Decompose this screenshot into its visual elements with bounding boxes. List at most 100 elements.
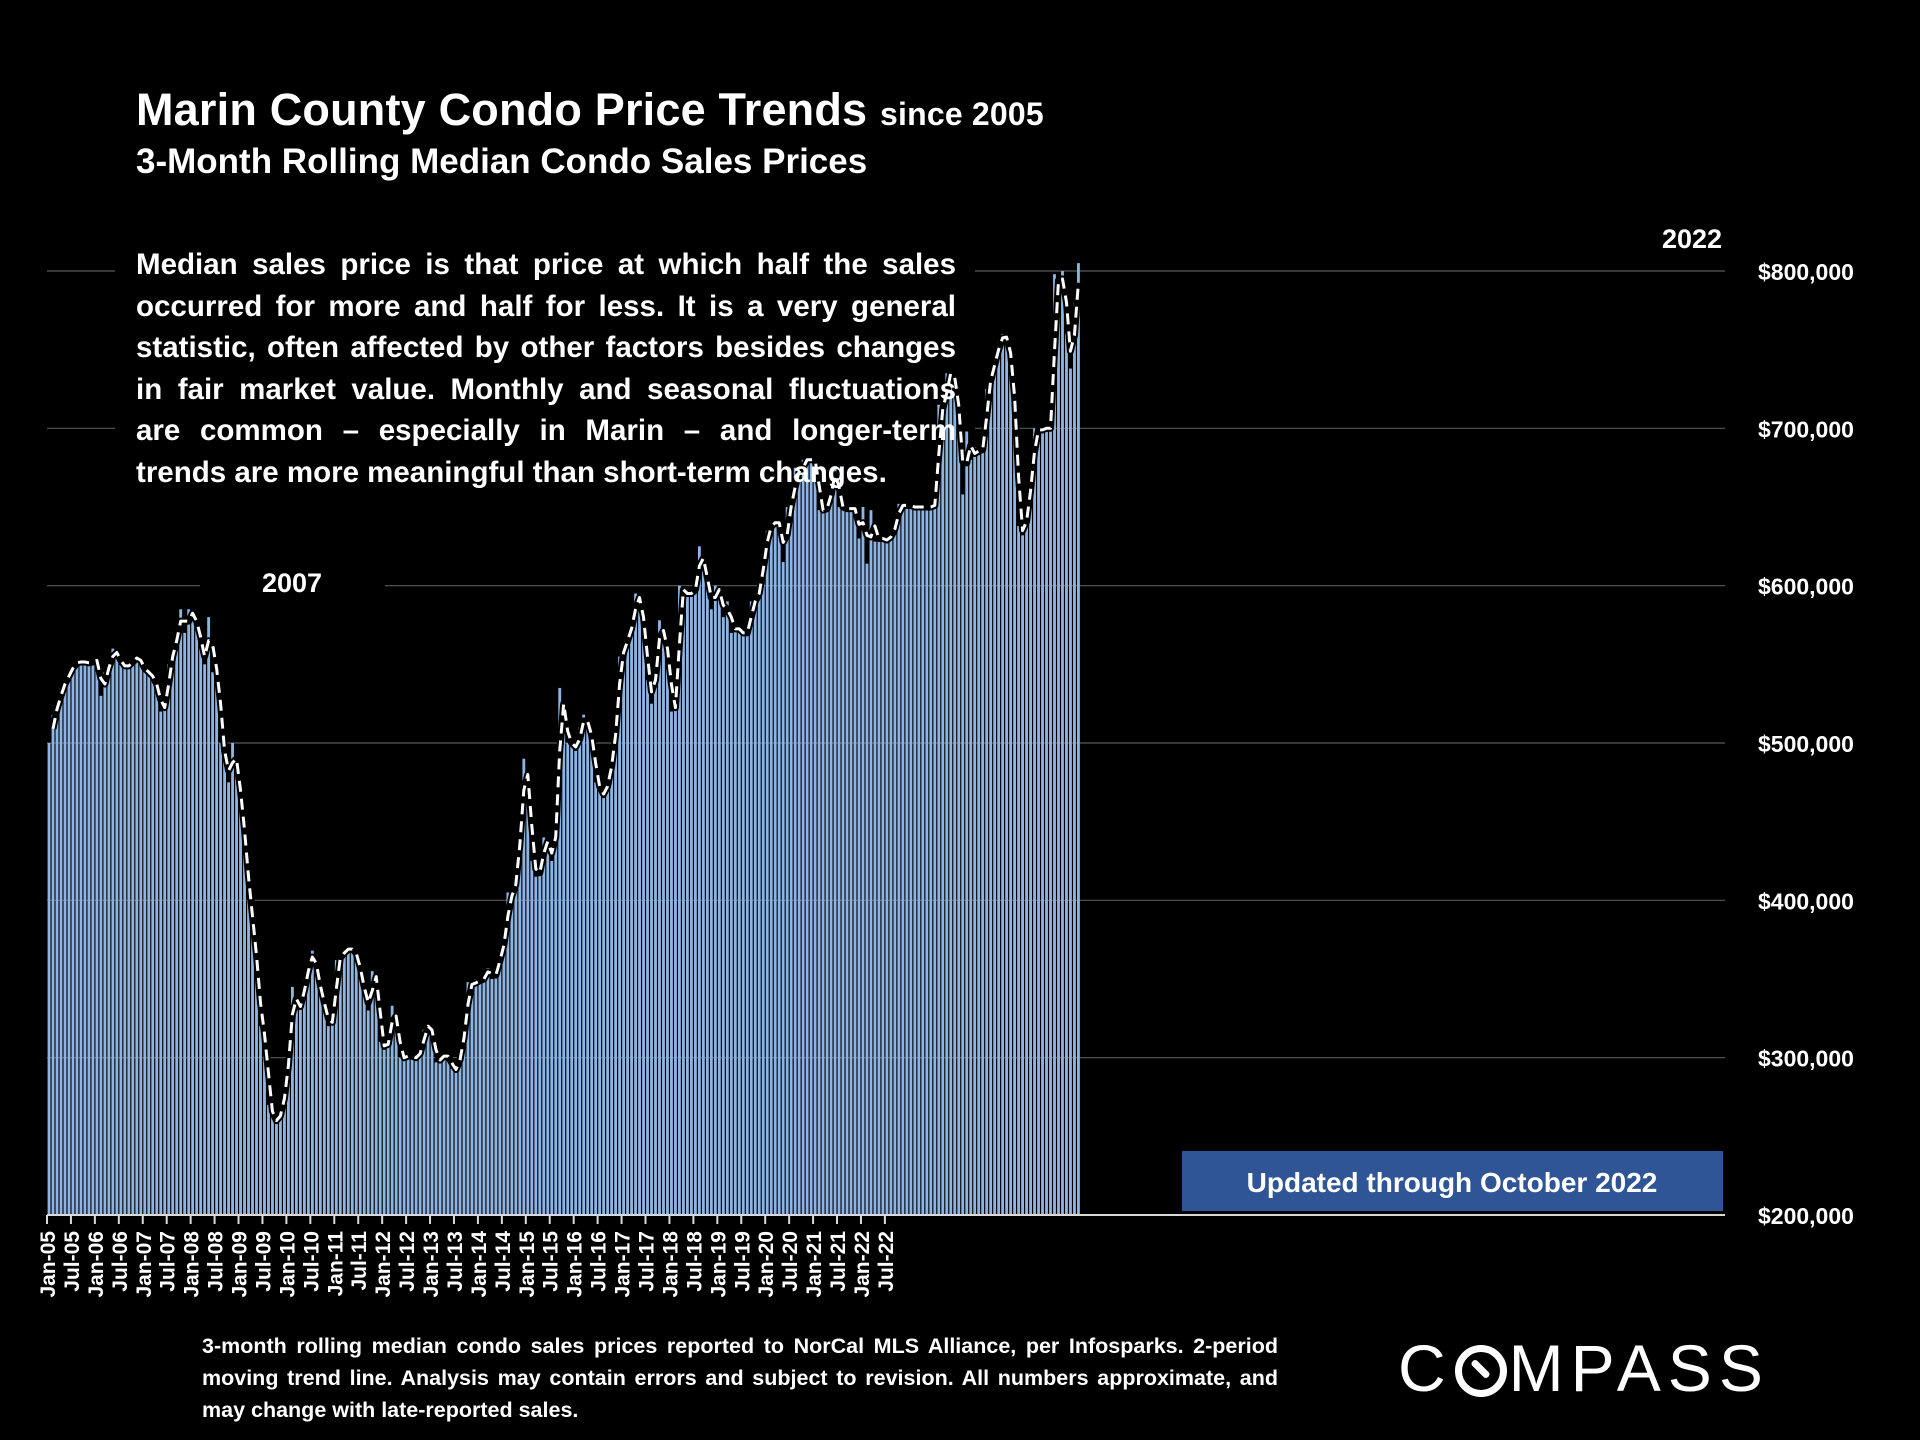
bar: [502, 939, 506, 1215]
bar: [622, 648, 626, 1215]
update-banner: [1182, 1151, 1723, 1211]
bar: [897, 503, 901, 1216]
bar: [709, 609, 713, 1215]
bar: [865, 563, 869, 1215]
bar: [398, 1057, 402, 1215]
bar: [993, 357, 997, 1215]
bar: [1037, 431, 1040, 1216]
bar: [171, 648, 175, 1215]
x-axis: Jan-05 Jul-05 Jan-06 Jul-06 Jan-07 Jul-07 Jan-…: [37, 1214, 1725, 1298]
bar: [713, 585, 717, 1215]
x-tick-label: Jan-19: [707, 1231, 730, 1298]
bar: [566, 743, 570, 1215]
compass-logo: C MPASS: [1398, 1331, 1770, 1405]
bar: [937, 404, 941, 1216]
bar: [849, 507, 853, 1215]
x-tick-label: Jan-11: [324, 1231, 347, 1297]
bar: [933, 503, 937, 1216]
bar: [478, 982, 482, 1215]
x-tick-label: Jul-11: [348, 1231, 371, 1291]
bar: [973, 447, 977, 1216]
bar: [330, 1018, 334, 1215]
bar: [251, 931, 254, 1215]
bar: [777, 522, 781, 1215]
bar: [203, 664, 207, 1215]
bar: [247, 900, 250, 1215]
bar: [825, 507, 829, 1215]
bar: [235, 774, 238, 1215]
bar: [59, 687, 63, 1215]
bar: [131, 659, 135, 1215]
x-tick-label: Jul-17: [636, 1231, 659, 1292]
bar: [925, 507, 929, 1215]
bar: [123, 667, 127, 1215]
bar: [929, 507, 933, 1215]
bar: [634, 593, 637, 1215]
bar: [211, 672, 215, 1215]
bar: [666, 656, 669, 1215]
bar: [55, 703, 59, 1215]
bar: [350, 950, 354, 1215]
bar: [857, 538, 861, 1215]
bar: [542, 837, 546, 1215]
bar: [474, 979, 478, 1215]
bar: [1017, 525, 1021, 1215]
x-tick-label: Jul-06: [109, 1231, 132, 1292]
x-tick-label: Jan-09: [229, 1231, 252, 1298]
bar: [602, 798, 606, 1215]
bar: [574, 750, 578, 1215]
bar: [837, 507, 841, 1215]
bar: [346, 947, 350, 1215]
bar: [430, 1037, 434, 1215]
bar: [115, 656, 119, 1215]
annotation-2007: 2007: [262, 568, 322, 598]
description-text: Median sales price is that price at whic…: [136, 248, 956, 489]
bar: [51, 714, 55, 1215]
bar: [406, 1054, 410, 1215]
x-tick-label: Jan-17: [612, 1231, 635, 1298]
chart-title-main: Marin County Condo Price Trends: [136, 84, 868, 135]
bar: [618, 656, 622, 1215]
bar: [283, 1089, 286, 1215]
annotations: 2007 2022 Updated through October 2022: [262, 224, 1723, 1211]
bar: [514, 868, 518, 1215]
bar: [678, 585, 681, 1215]
bar: [147, 672, 151, 1215]
bar: [239, 805, 242, 1215]
bar: [646, 680, 649, 1215]
bar: [1065, 333, 1068, 1215]
bar: [103, 672, 107, 1215]
bar: [394, 1026, 398, 1215]
bar: [598, 790, 602, 1215]
bar: [175, 632, 179, 1215]
bar: [689, 593, 693, 1215]
bar: [797, 475, 801, 1215]
bar: [362, 994, 366, 1215]
bar: [231, 743, 234, 1215]
bar: [869, 510, 873, 1215]
bar: [1029, 475, 1032, 1215]
bar: [654, 656, 657, 1215]
x-tick-label: Jan-18: [659, 1231, 682, 1298]
bar: [590, 743, 594, 1215]
y-tick-label: $500,000: [1758, 731, 1854, 757]
x-tick-label: Jul-20: [779, 1231, 802, 1292]
bar: [753, 601, 757, 1215]
x-tick-label: Jul-10: [300, 1231, 323, 1292]
bar: [1069, 368, 1072, 1215]
bar-series: [47, 263, 1080, 1216]
x-tick-label: Jan-06: [85, 1231, 108, 1298]
bar: [95, 661, 99, 1215]
bar: [658, 620, 661, 1215]
bar: [682, 593, 685, 1215]
bar: [785, 507, 789, 1215]
bar: [155, 687, 159, 1215]
bar: [318, 994, 322, 1215]
bar: [997, 341, 1001, 1215]
x-tick-label: Jan-13: [420, 1231, 443, 1298]
bar: [458, 1049, 462, 1215]
bar: [290, 986, 294, 1215]
bar: [953, 381, 957, 1215]
bar: [969, 459, 973, 1215]
bar: [378, 1041, 382, 1215]
